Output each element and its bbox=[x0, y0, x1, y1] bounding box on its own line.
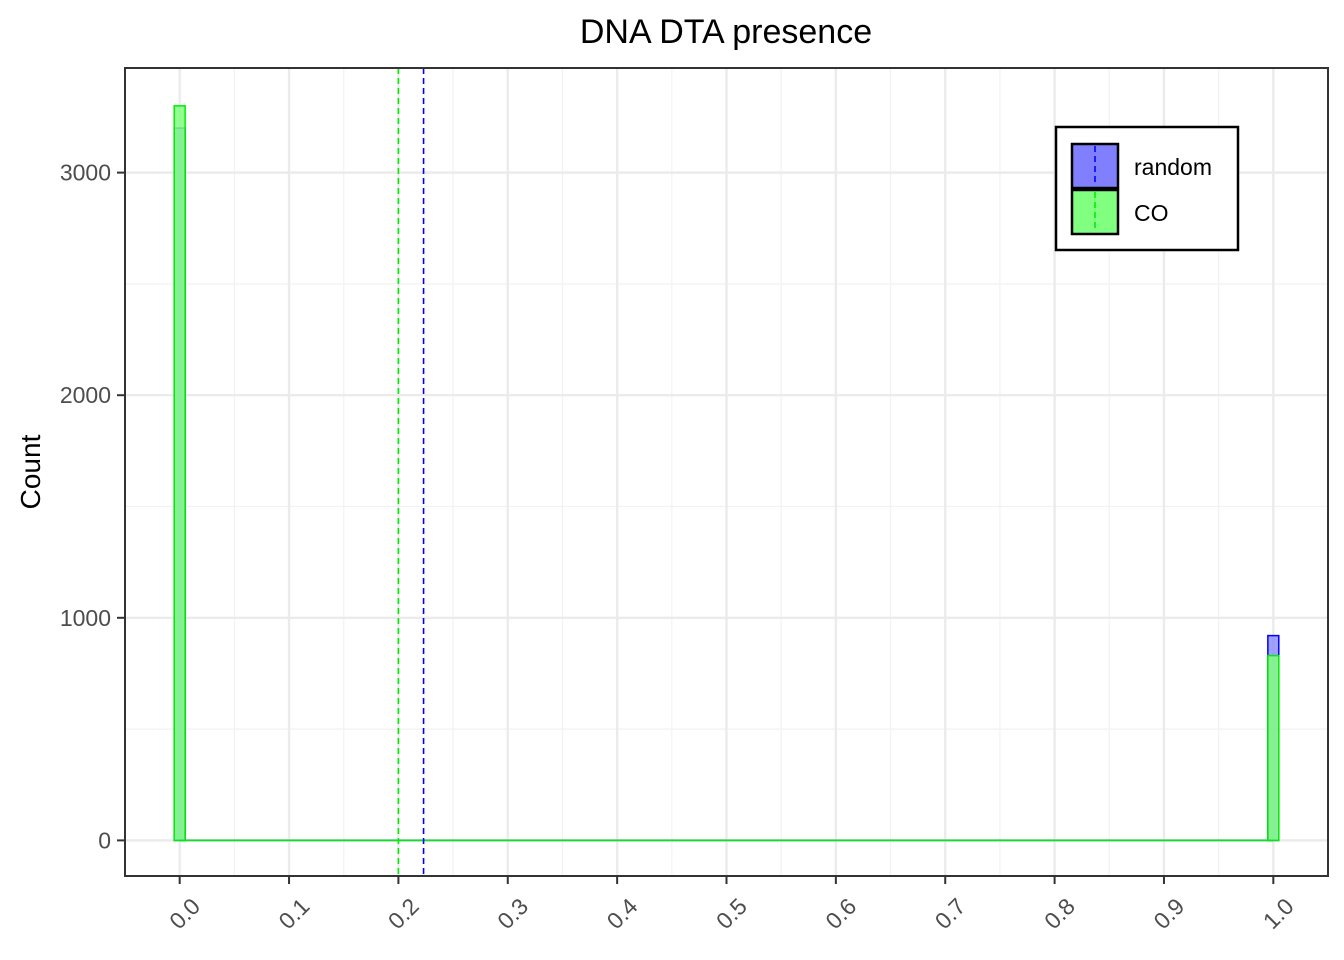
x-tick-label: 1.0 bbox=[1258, 893, 1299, 934]
x-tick-label: 0.0 bbox=[164, 893, 205, 934]
bar-co-1 bbox=[1267, 654, 1280, 842]
x-tick-label: 0.8 bbox=[1039, 893, 1080, 934]
x-tick-label: 0.5 bbox=[711, 893, 752, 934]
chart-title: DNA DTA presence bbox=[580, 13, 872, 51]
legend-label-co: CO bbox=[1134, 200, 1169, 226]
y-tick-label: 0 bbox=[98, 827, 111, 853]
plot-area bbox=[117, 67, 1329, 884]
legend: random CO bbox=[1054, 125, 1240, 252]
y-tick-label: 3000 bbox=[60, 160, 111, 186]
y-tick-label: 1000 bbox=[60, 605, 111, 631]
x-tick-label: 0.2 bbox=[383, 893, 424, 934]
x-tick-label: 0.6 bbox=[820, 893, 861, 934]
y-tick-label: 2000 bbox=[60, 382, 111, 408]
x-tick-label: 0.7 bbox=[930, 893, 971, 934]
y-axis-title: Count bbox=[15, 434, 46, 509]
x-tick-label: 0.4 bbox=[602, 893, 643, 934]
x-tick-label: 0.3 bbox=[492, 893, 533, 934]
legend-label-random: random bbox=[1134, 154, 1212, 180]
x-tick-label: 0.9 bbox=[1148, 893, 1189, 934]
bar-co-0 bbox=[173, 105, 186, 842]
x-tick-label: 0.1 bbox=[273, 893, 314, 934]
